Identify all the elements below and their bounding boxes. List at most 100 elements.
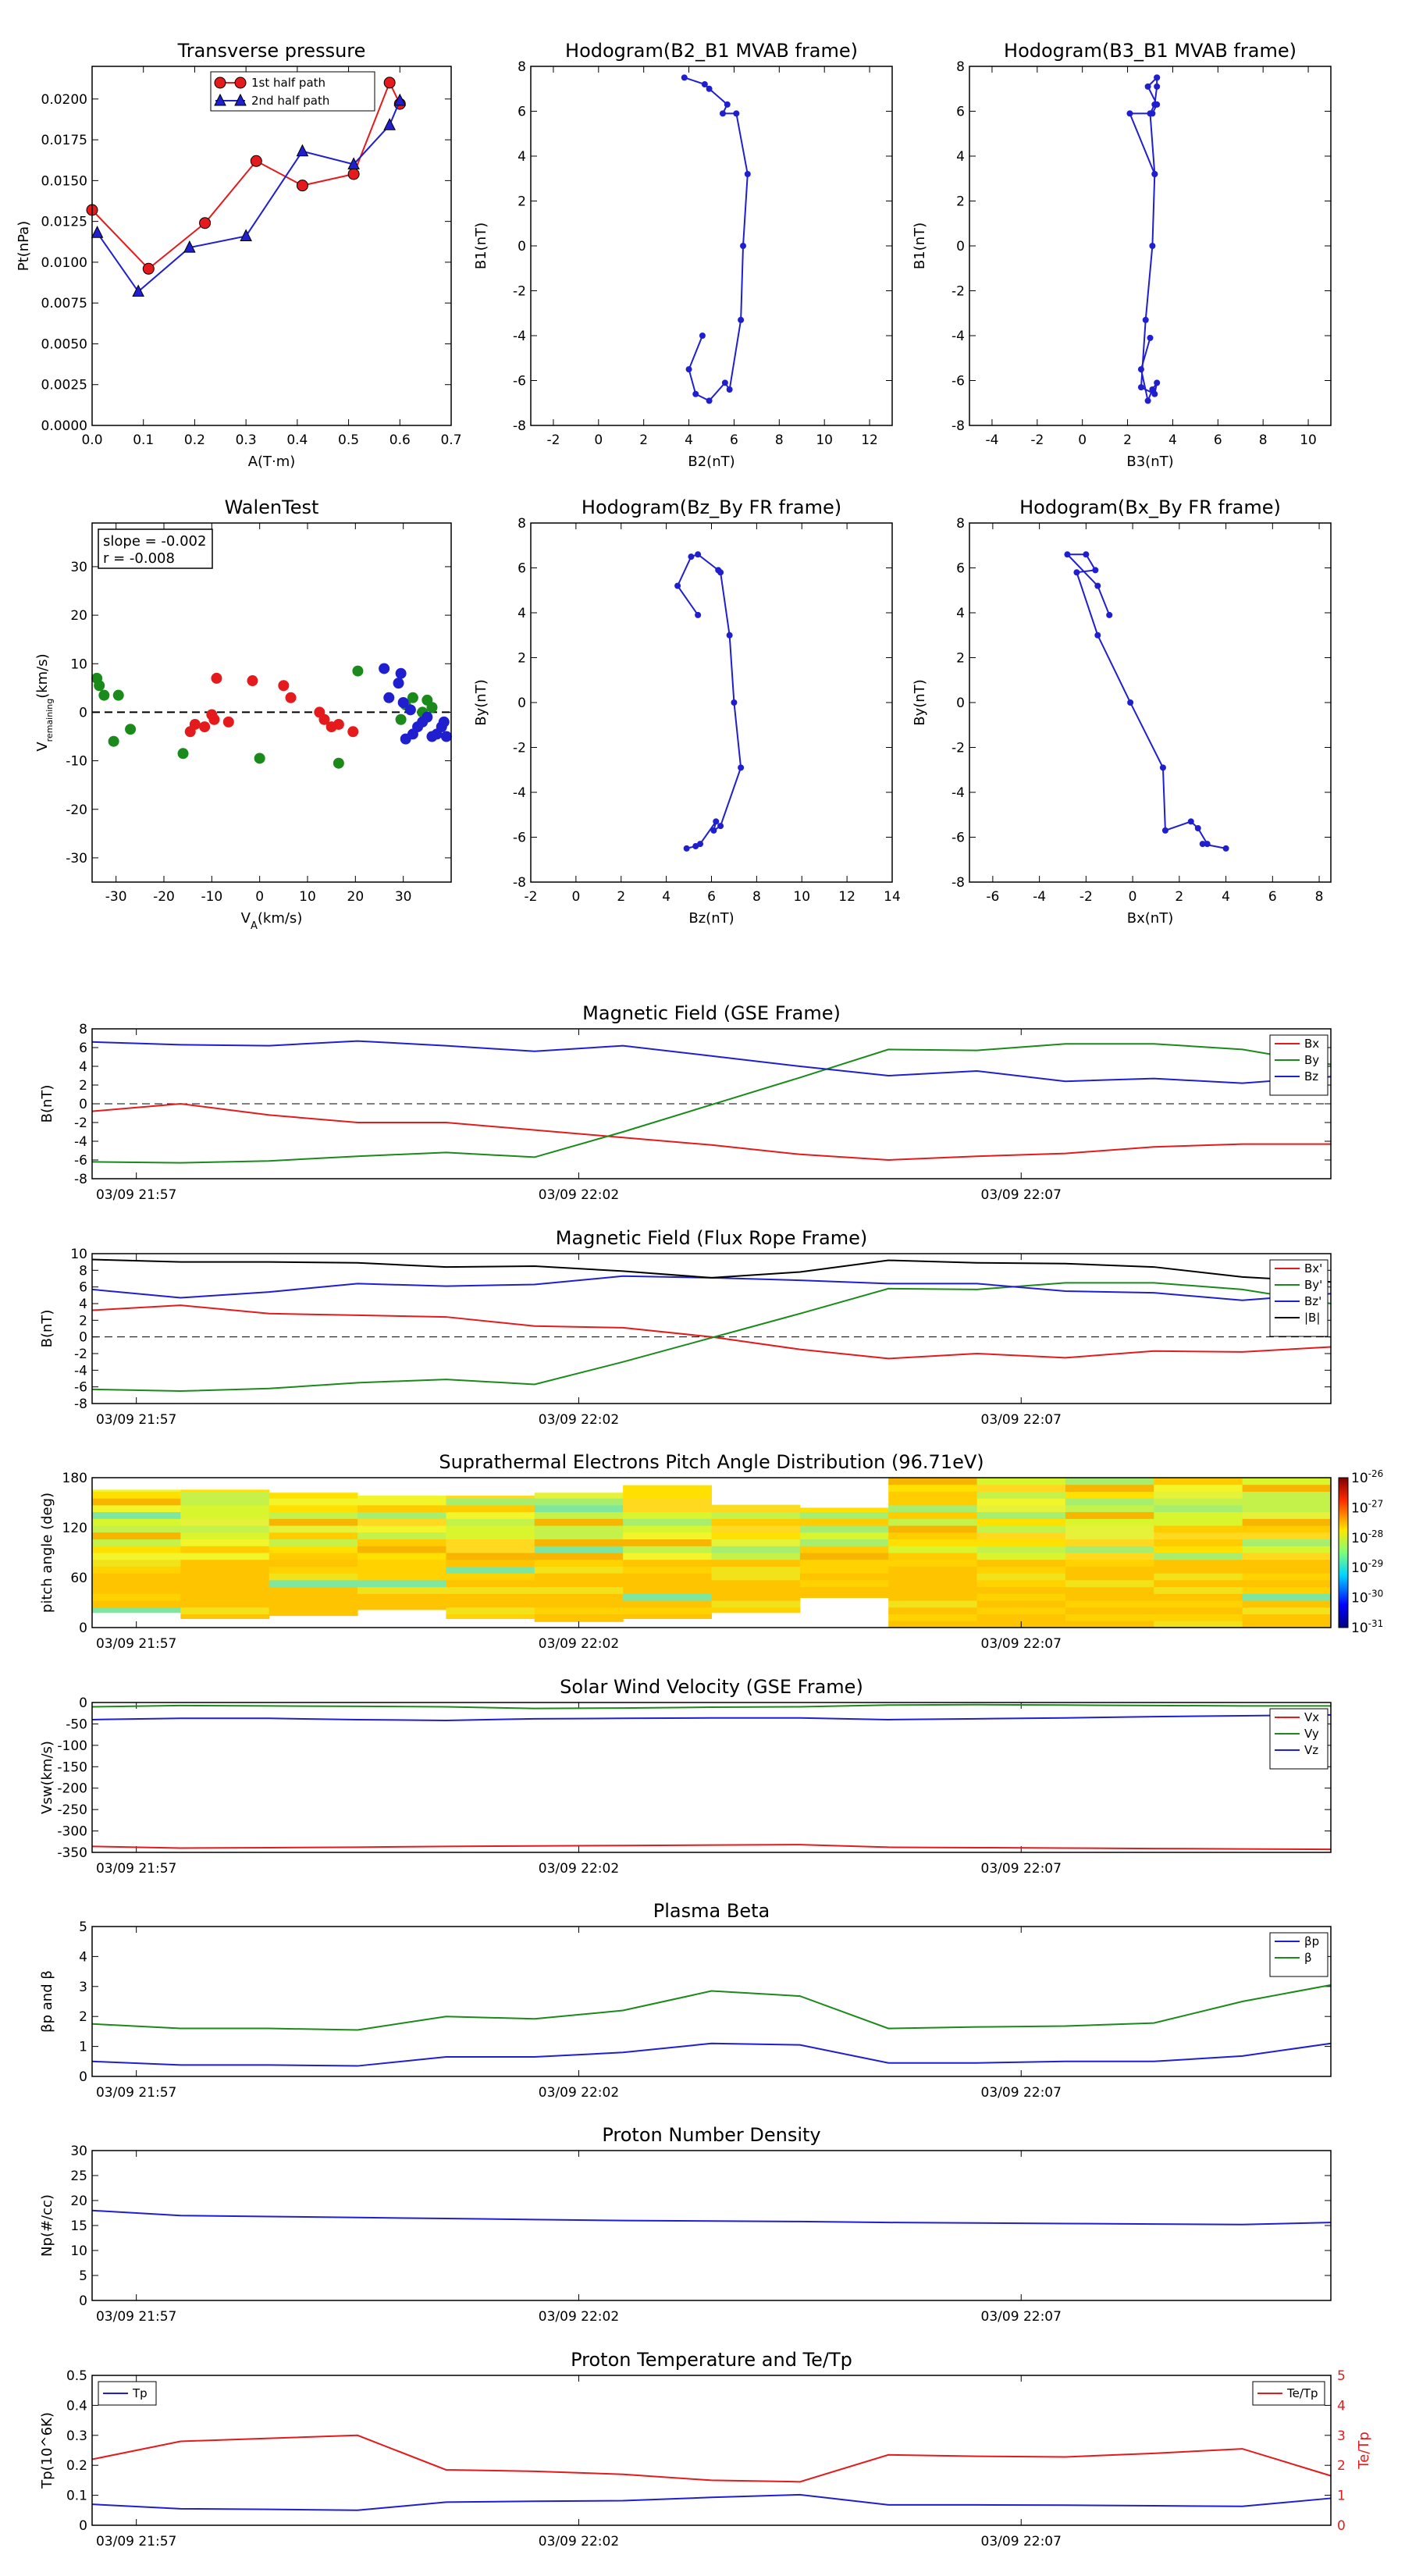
data-point	[1149, 243, 1156, 249]
y-tick-label: -8	[951, 418, 965, 434]
y-axis-label: Np(#/cc)	[39, 2194, 55, 2257]
heatmap-cell	[1242, 1511, 1332, 1519]
y-tick-label: -350	[57, 1845, 87, 1861]
heatmap-cell	[534, 1539, 624, 1546]
heatmap-cell	[623, 1546, 712, 1553]
y-tick-label: 20	[70, 2194, 87, 2209]
heatmap-cell	[1154, 1532, 1243, 1540]
data-point	[726, 386, 733, 393]
y-tick-label: 0	[79, 1695, 87, 1711]
legend-label: 1st half path	[251, 76, 325, 90]
y-tick-label: 8	[518, 59, 526, 75]
y-tick-label: 0.0175	[41, 133, 87, 148]
data-point	[1073, 569, 1080, 576]
heatmap-cell	[534, 1614, 624, 1621]
heatmap-cell	[623, 1573, 712, 1581]
data-point	[738, 316, 745, 323]
y-tick-label: 2	[79, 2009, 87, 2025]
heatmap-cell	[92, 1504, 181, 1513]
heatmap-cell	[1065, 1579, 1154, 1588]
heatmap-cell	[1154, 1546, 1243, 1553]
heatmap-cell	[976, 1559, 1066, 1567]
y-tick-label: 6	[956, 105, 965, 120]
x-tick-label: 0.5	[338, 432, 359, 448]
heatmap-cell	[357, 1579, 446, 1588]
data-point	[695, 551, 702, 558]
legend-label: β	[1304, 1951, 1312, 1965]
heatmap-cell	[534, 1566, 624, 1574]
heatmap-cell	[446, 1573, 535, 1581]
heatmap-cell	[976, 1573, 1066, 1581]
y-tick-label: -2	[74, 1115, 87, 1131]
heatmap-cell	[92, 1489, 181, 1492]
heatmap-cell	[446, 1614, 535, 1619]
heatmap-cell	[799, 1579, 889, 1588]
heatmap-cell	[1154, 1614, 1243, 1621]
data-point	[1159, 764, 1166, 771]
y-axis-label: βp and β	[39, 1970, 55, 2033]
legend-label: |B|	[1304, 1311, 1320, 1325]
heatmap-cell	[180, 1489, 270, 1492]
heatmap-cell	[623, 1511, 712, 1519]
legend-label: Bx	[1304, 1037, 1319, 1051]
data-point	[438, 716, 450, 728]
y-tick-label: -8	[951, 875, 965, 891]
y-tick-label: 5	[79, 1920, 87, 1935]
legend-label: Bz	[1304, 1069, 1318, 1083]
y-tick-label: -100	[57, 1738, 87, 1754]
heatmap-cell	[180, 1539, 270, 1546]
x-tick-label: -2	[525, 889, 538, 905]
heatmap-cell	[534, 1579, 624, 1588]
heatmap-cell	[180, 1559, 270, 1567]
legend-box	[1269, 1708, 1329, 1770]
y-tick-label: 0.0100	[41, 255, 87, 271]
data-point	[132, 284, 144, 297]
y2-tick-label: 3	[1337, 2428, 1346, 2444]
heatmap-cell	[888, 1518, 978, 1526]
heatmap-cell	[357, 1496, 446, 1499]
heatmap-cell	[976, 1491, 1066, 1499]
y2-axis-label: Te/Tp	[1356, 2432, 1372, 2470]
heatmap-cell	[623, 1491, 712, 1499]
heatmap-cell	[1242, 1484, 1332, 1492]
y-tick-label: 0	[79, 2293, 87, 2309]
heatmap-cell	[180, 1525, 270, 1533]
heatmap-cell	[976, 1504, 1066, 1513]
x-tick-label: -2	[1080, 889, 1093, 905]
chart-title: Magnetic Field (GSE Frame)	[582, 1002, 841, 1024]
data-point	[296, 144, 309, 157]
series-line-Vy	[91, 1703, 1331, 1710]
time-tick-label: 03/09 22:07	[981, 2534, 1062, 2549]
heatmap-cell	[357, 1606, 446, 1610]
y-tick-label: 0	[956, 239, 965, 254]
y-tick-label: -6	[951, 831, 965, 846]
y-tick-label: 0	[79, 1097, 87, 1112]
x-tick-label: 6	[730, 432, 738, 448]
heatmap-cell	[1154, 1525, 1243, 1533]
data-point	[744, 171, 751, 177]
heatmap-cell	[1242, 1621, 1332, 1628]
heatmap-cell	[623, 1566, 712, 1574]
heatmap-cell	[1065, 1600, 1154, 1608]
heatmap-cell	[1065, 1621, 1154, 1628]
y-tick-label: -20	[66, 802, 87, 818]
heatmap-cell	[1065, 1546, 1154, 1553]
heatmap-cell	[92, 1606, 181, 1614]
heatmap-cell	[446, 1525, 535, 1533]
y2-tick-label: 5	[1337, 2368, 1346, 2384]
x-tick-label: 12	[861, 432, 878, 448]
y-tick-label: -2	[513, 284, 526, 300]
data-point	[1194, 825, 1201, 831]
axes-frame	[91, 66, 452, 426]
y-axis-label: By(nT)	[473, 679, 489, 725]
heatmap-cell	[1065, 1559, 1154, 1567]
data-point	[211, 672, 222, 684]
data-point	[199, 217, 212, 229]
data-point	[1137, 366, 1144, 373]
x-axis-label: Bz(nT)	[688, 910, 734, 927]
heatmap-cell	[1154, 1504, 1243, 1513]
heatmap-cell	[180, 1586, 270, 1594]
data-point	[1187, 818, 1194, 825]
y-tick-label: 120	[62, 1521, 87, 1536]
y-tick-label: 0	[79, 2069, 87, 2085]
